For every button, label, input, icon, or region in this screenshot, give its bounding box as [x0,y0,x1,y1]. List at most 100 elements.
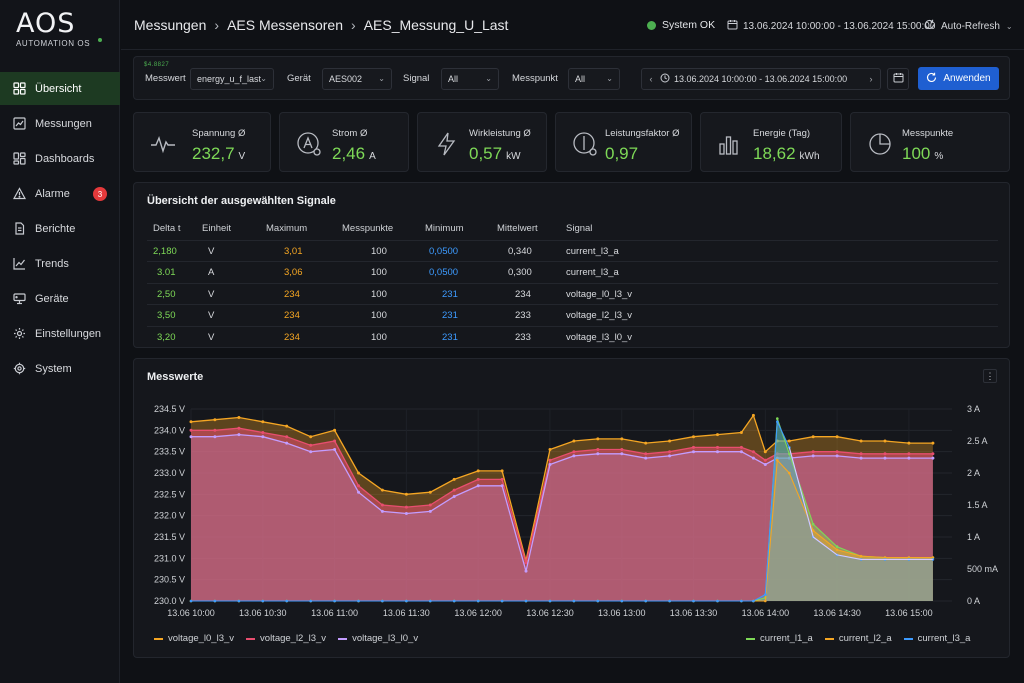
cell-minimum: 231 [442,288,458,300]
point-voltage_l2_l3_v [237,426,241,430]
date-range-text: 13.06.2024 10:00:00 - 13.06.2024 15:00:0… [674,74,848,84]
kpi-label: Leistungsfaktor Ø [605,128,680,139]
point-voltage_l2_l3_v [692,445,695,449]
logo-dot [98,38,102,42]
point-voltage_l2_l3_v [751,450,755,454]
col-header-messpunkte[interactable]: Messpunkte [342,223,394,234]
y-left-tick-label: 231.0 V [154,553,185,563]
point-voltage_l0_l3_v [751,413,755,417]
col-header-delta[interactable]: Delta t [153,223,181,234]
col-header-minimum[interactable]: Minimum [425,223,464,234]
point-voltage_l0_l3_v [476,469,480,473]
point-voltage_l3_l0_v [811,454,815,458]
cell-signal: voltage_l0_l3_v [566,288,633,300]
point-voltage_l2_l3_v [668,450,672,454]
breadcrumb-item-sensoren[interactable]: AES Messensoren [227,17,344,33]
messpunkt-value: All [575,74,586,84]
geraet-select[interactable]: AES002 ⌄ [322,68,392,90]
legend-item[interactable]: voltage_l2_l3_v [246,633,326,644]
point-voltage_l3_l0_v [333,448,337,451]
time-range-text: 13.06.2024 10:00:00 - 13.06.2024 15:00:0… [743,20,936,32]
messwerte-chart[interactable]: 230.0 V 230.5 V 231.0 V 231.5 V 232.0 V 232.5… [134,359,1011,659]
app-logo[interactable]: AOS AUTOMATION OS [16,10,106,50]
point-voltage_l0_l3_v [931,441,935,445]
point-voltage_l3_l0_v [189,435,193,439]
point-current_l3_a [764,593,767,596]
point-current_l3_a [500,599,504,603]
table-row[interactable]: 3.01 A 3,06 100 0,0500 0,300 current_l3_… [147,261,998,283]
cell-einheit: A [208,267,215,278]
col-header-mittelwert[interactable]: Mittelwert [497,223,538,234]
legend-item[interactable]: current_l1_a [746,633,813,644]
next-range-arrow-icon[interactable]: › [869,74,873,84]
kpi-unit: A [369,151,376,162]
col-header-einheit[interactable]: Einheit [202,223,232,234]
legend-swatch [246,637,256,640]
breadcrumb: Messungen › AES Messensoren › AES_Messun… [134,17,508,33]
messwert-select[interactable]: energy_u_f_last ⌄ [190,68,274,90]
point-current_l1_a [788,452,791,456]
table-row[interactable]: 2,50 V 234 100 231 234 voltage_l0_l3_v [147,282,998,305]
legend-item[interactable]: current_l2_a [824,633,892,644]
sidebar-item-system[interactable]: System [0,352,120,385]
chevron-down-icon: ⌄ [485,74,492,83]
calendar-button[interactable] [887,68,909,90]
col-header-signal[interactable]: Signal [566,223,593,234]
table-row[interactable]: 3,50 V 234 100 231 233 voltage_l2_l3_v [147,304,998,326]
dashboard-grid-icon [12,82,26,96]
col-header-maximum[interactable]: Maximum [266,223,308,234]
status-text: System OK [662,19,716,31]
point-voltage_l2_l3_v [739,445,743,449]
point-voltage_l2_l3_v [524,561,528,565]
legend-item[interactable]: voltage_l0_l3_v [154,633,234,644]
kpi-value: 18,62 kWh [753,144,820,164]
point-voltage_l0_l3_v [357,471,360,475]
date-range-picker[interactable]: ‹ 13.06.2024 10:00:00 - 13.06.2024 15:00… [641,68,881,90]
y-right-tick-label: 500 mA [967,564,998,574]
point-voltage_l0_l3_v [620,437,624,441]
point-voltage_l3_l0_v [596,452,600,456]
point-voltage_l0_l3_v [404,492,408,496]
table-row[interactable]: 3,20 V 234 100 231 233 voltage_l3_l0_v [147,325,998,348]
signal-select[interactable]: All ⌄ [441,68,499,90]
point-voltage_l2_l3_v [380,503,384,507]
panel-menu-button[interactable]: ⋮ [983,369,997,383]
y-right-tick-label: 0 A [967,596,980,606]
y-right-tick-label: 2.5 A [967,436,988,446]
sidebar-item-dashboards[interactable]: Dashboards [0,142,120,175]
point-voltage_l0_l3_v [716,433,719,437]
messpunkt-select[interactable]: All ⌄ [568,68,620,90]
sidebar-item-einstellungen[interactable]: Einstellungen [0,317,120,350]
point-current_l2_a [835,548,839,552]
sidebar-item-trends[interactable]: Trends [0,247,120,280]
breadcrumb-item-messungen[interactable]: Messungen [134,17,207,33]
point-current_l3_a [285,599,288,603]
kpi-value: 0,97 [605,144,638,164]
apply-button[interactable]: Anwenden [918,67,999,90]
table-row[interactable]: 2,180 V 3,01 100 0,0500 0,340 current_l3… [147,239,998,262]
cell-delta: 3,50 [157,310,176,321]
point-current_l3_a [452,599,456,603]
point-voltage_l0_l3_v [739,431,743,434]
legend-item[interactable]: voltage_l3_l0_v [338,633,418,644]
sidebar-item-uebersicht[interactable]: Übersicht [0,72,120,105]
kpi-card-spannung: Spannung Ø 232,7 V [133,112,271,172]
cell-einheit: V [208,310,215,321]
document-icon [12,222,26,236]
sidebar-item-alarme[interactable]: Alarme 3 [0,177,120,210]
header-time-range[interactable]: 13.06.2024 10:00:00 - 13.06.2024 15:00:0… [727,19,935,33]
cell-messpunkte: 100 [371,331,387,343]
sidebar-item-berichte[interactable]: Berichte [0,212,120,245]
prev-range-arrow-icon[interactable]: ‹ [649,74,653,84]
sidebar-item-geraete[interactable]: Geräte [0,282,120,315]
point-voltage_l2_l3_v [644,452,648,456]
point-voltage_l3_l0_v [763,463,767,466]
sidebar-item-messungen[interactable]: Messungen [0,107,120,140]
sidebar-item-label: Dashboards [35,152,95,165]
legend-voltage: voltage_l0_l3_v voltage_l2_l3_v voltage_l3… [154,633,430,644]
legend-item[interactable]: current_l3_a [903,633,970,644]
line-voltage_l0_l3_v [190,413,933,561]
auto-refresh-dropdown[interactable]: Auto-Refresh ⌄ [924,19,1013,33]
point-voltage_l0_l3_v [835,435,839,439]
point-voltage_l0_l3_v [644,441,648,445]
